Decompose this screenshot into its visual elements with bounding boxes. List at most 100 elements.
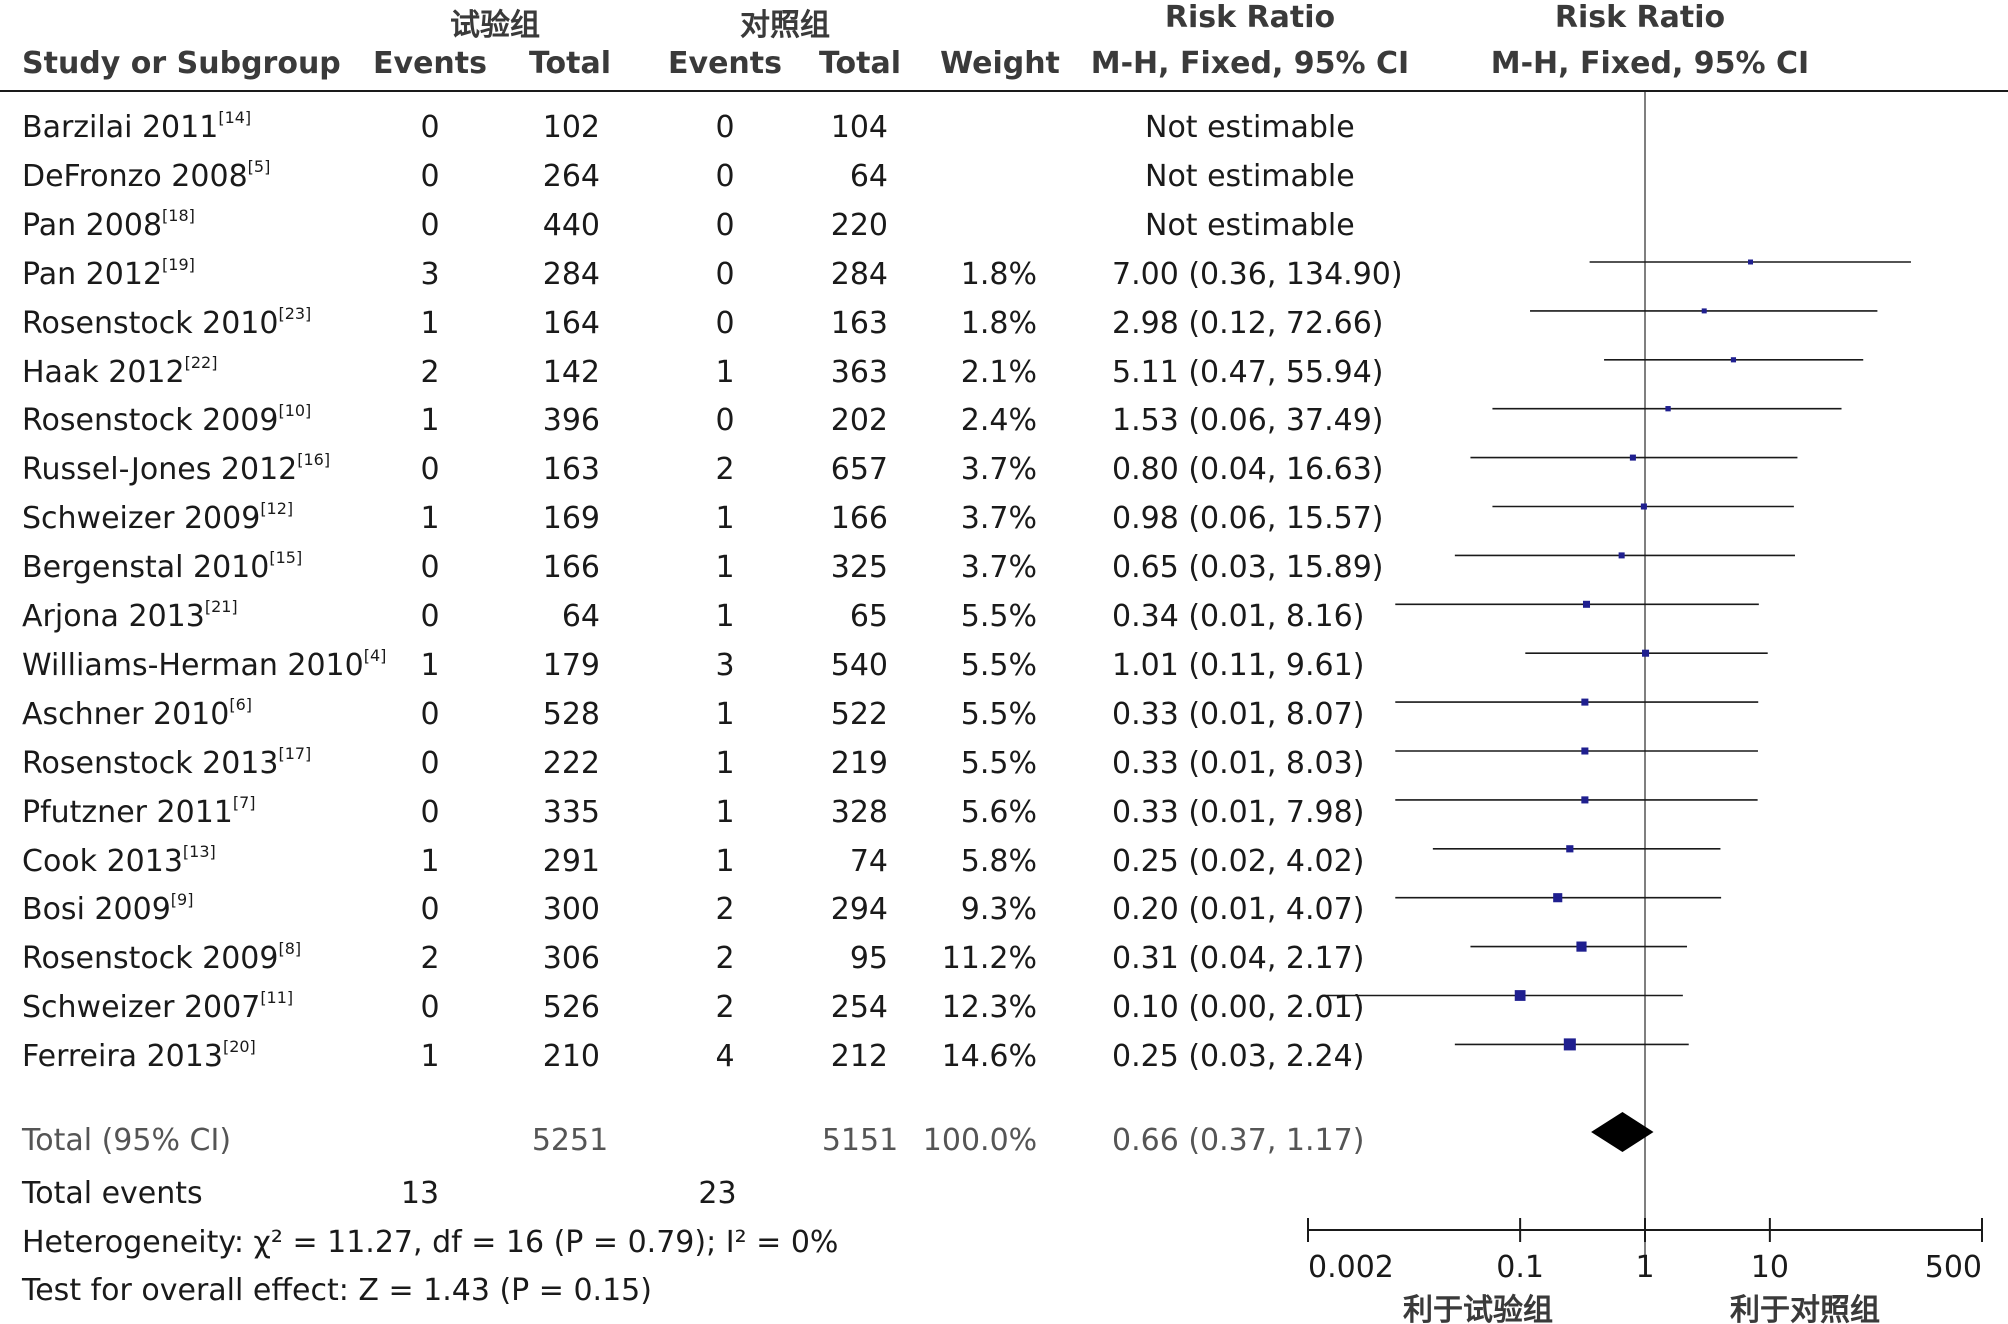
events2-cell: 1 bbox=[715, 501, 735, 537]
study-name: Russel-Jones 2012[16] bbox=[22, 452, 330, 488]
study-reference: [17] bbox=[278, 743, 312, 763]
study-reference: [6] bbox=[229, 694, 253, 714]
effect-marker bbox=[1730, 357, 1737, 363]
total1-cell: 210 bbox=[542, 1039, 600, 1075]
x-tick-label: 500 bbox=[1925, 1250, 1982, 1285]
total1-header: Total bbox=[529, 46, 611, 81]
effect-marker bbox=[1581, 796, 1589, 804]
ci-cell: 2.98 (0.12, 72.66) bbox=[1112, 305, 1384, 341]
weight-cell: 3.7% bbox=[960, 501, 1037, 537]
study-name: Schweizer 2009[12] bbox=[22, 501, 293, 537]
study-name-text: Pan 2008 bbox=[22, 207, 163, 243]
total2-value: 5151 bbox=[821, 1123, 899, 1158]
study-name-text: Ferreira 2013 bbox=[22, 1039, 223, 1075]
events2-cell: 1 bbox=[715, 843, 735, 879]
effect-marker bbox=[1582, 600, 1591, 608]
events1-cell: 0 bbox=[420, 794, 440, 830]
study-name: Arjona 2013[21] bbox=[22, 599, 238, 635]
study-name-text: Bosi 2009 bbox=[22, 892, 171, 928]
total1-cell: 300 bbox=[542, 892, 600, 928]
effect-marker bbox=[1581, 698, 1589, 706]
ci-cell: 0.33 (0.01, 8.03) bbox=[1112, 745, 1365, 781]
effect-marker bbox=[1553, 893, 1563, 903]
favours-right-label: 利于对照组 bbox=[1730, 1293, 1880, 1324]
study-name: Haak 2012[22] bbox=[22, 354, 217, 391]
weight-cell: 2.4% bbox=[960, 403, 1037, 439]
events2-cell: 0 bbox=[715, 158, 735, 194]
effect-marker bbox=[1563, 1038, 1576, 1051]
ci-cell: 0.65 (0.03, 15.89) bbox=[1112, 550, 1384, 586]
method-header-right: M-H, Fixed, 95% CI bbox=[1490, 46, 1810, 81]
heterogeneity-text: Heterogeneity: χ² = 11.27, df = 16 (P = … bbox=[22, 1225, 839, 1260]
study-name-text: Aschner 2010 bbox=[22, 696, 230, 732]
effect-marker bbox=[1640, 503, 1647, 510]
total1-cell: 526 bbox=[542, 990, 600, 1026]
events2-cell: 4 bbox=[715, 1039, 735, 1075]
events1-cell: 0 bbox=[420, 158, 440, 194]
study-name-text: Rosenstock 2010 bbox=[22, 305, 279, 341]
total2-cell: 325 bbox=[830, 550, 888, 586]
weight-cell: 1.8% bbox=[960, 305, 1037, 341]
total1-cell: 291 bbox=[542, 843, 600, 879]
study-name-text: DeFronzo 2008 bbox=[22, 158, 248, 194]
total-events-group1: 13 bbox=[400, 1176, 440, 1211]
events2-cell: 1 bbox=[715, 696, 735, 732]
events2-cell: 1 bbox=[715, 354, 735, 390]
events2-cell: 0 bbox=[715, 256, 735, 292]
total2-cell: 219 bbox=[830, 745, 888, 781]
study-name: Pan 2012[19] bbox=[22, 256, 195, 293]
total1-cell: 396 bbox=[542, 403, 600, 439]
study-name-text: Cook 2013 bbox=[22, 843, 183, 879]
weight-cell: 5.5% bbox=[960, 599, 1037, 634]
effect-marker bbox=[1618, 552, 1625, 559]
total2-cell: 328 bbox=[830, 794, 888, 830]
events2-cell: 1 bbox=[715, 599, 735, 634]
study-name: Cook 2013[13] bbox=[22, 841, 216, 880]
events2-cell: 0 bbox=[715, 403, 735, 439]
ci-cell: 7.00 (0.36, 134.90) bbox=[1112, 256, 1403, 292]
ci-cell: 0.10 (0.00, 2.01) bbox=[1112, 990, 1365, 1026]
study-name: Williams-Herman 2010[4] bbox=[22, 647, 386, 684]
study-reference: [10] bbox=[278, 401, 312, 421]
total1-cell: 64 bbox=[561, 599, 600, 634]
ci-cell: Not estimable bbox=[1145, 158, 1355, 194]
study-reference: [18] bbox=[162, 205, 195, 225]
study-name: Rosenstock 2013[17] bbox=[22, 743, 312, 782]
total2-cell: 522 bbox=[830, 696, 888, 732]
events2-cell: 3 bbox=[715, 647, 735, 683]
total2-cell: 163 bbox=[830, 305, 888, 341]
total1-cell: 164 bbox=[542, 305, 600, 341]
study-name-text: Rosenstock 2009 bbox=[22, 403, 279, 439]
effect-marker bbox=[1665, 406, 1671, 412]
total1-cell: 440 bbox=[542, 207, 600, 243]
total2-cell: 254 bbox=[830, 990, 888, 1026]
study-reference: [13] bbox=[182, 841, 216, 861]
events2-cell: 2 bbox=[715, 990, 735, 1026]
total2-cell: 166 bbox=[830, 501, 888, 537]
events2-cell: 1 bbox=[715, 794, 735, 830]
effect-marker bbox=[1629, 454, 1636, 461]
events1-cell: 2 bbox=[420, 941, 440, 977]
events1-cell: 1 bbox=[420, 647, 440, 683]
study-reference: [9] bbox=[170, 890, 194, 910]
study-name: Aschner 2010[6] bbox=[22, 694, 253, 733]
total2-cell: 220 bbox=[830, 207, 888, 243]
total1-cell: 284 bbox=[542, 256, 600, 292]
events1-cell: 0 bbox=[420, 892, 440, 928]
total1-cell: 306 bbox=[542, 941, 600, 977]
risk-ratio-title-left: Risk Ratio bbox=[1164, 0, 1336, 35]
study-name-text: Pfutzner 2011 bbox=[22, 794, 233, 830]
study-name-text: Russel-Jones 2012 bbox=[22, 452, 298, 488]
total-events-group2: 23 bbox=[698, 1176, 737, 1211]
events2-cell: 2 bbox=[715, 452, 735, 488]
events1-cell: 0 bbox=[420, 207, 440, 243]
pooled-diamond bbox=[1591, 1112, 1654, 1152]
events2-cell: 0 bbox=[715, 110, 735, 145]
total2-cell: 540 bbox=[830, 647, 888, 683]
total2-header: Total bbox=[819, 46, 901, 81]
x-tick-label: 0.002 bbox=[1308, 1250, 1394, 1285]
events2-cell: 0 bbox=[715, 207, 735, 243]
weight-cell: 5.6% bbox=[960, 794, 1037, 830]
events2-cell: 2 bbox=[715, 941, 735, 977]
